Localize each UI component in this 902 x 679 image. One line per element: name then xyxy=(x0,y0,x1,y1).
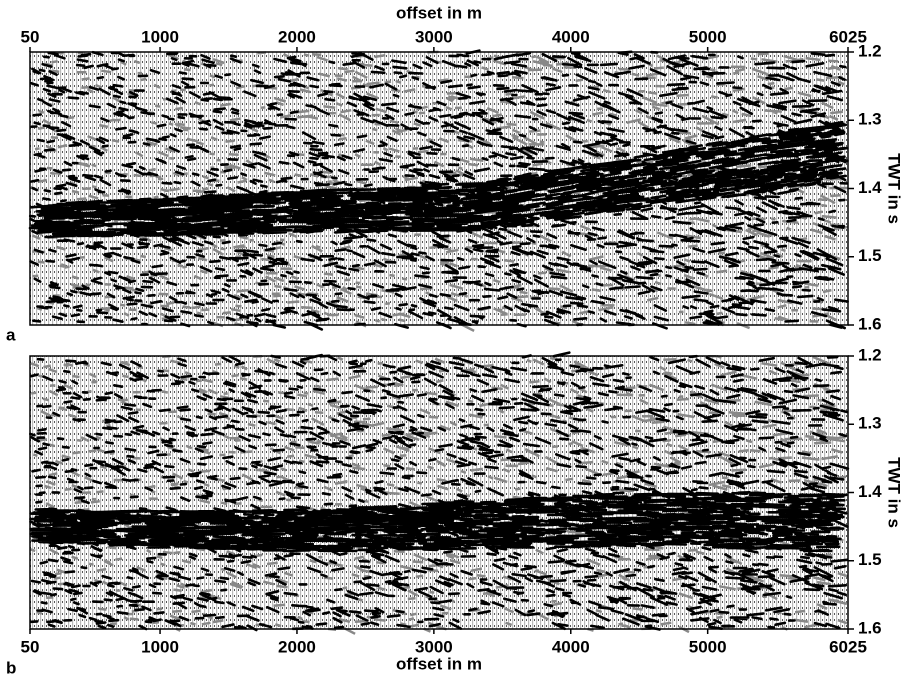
x-axis-title: offset in m xyxy=(396,3,482,22)
y-tick-label: 1.3 xyxy=(858,414,882,433)
panel-label: b xyxy=(6,658,16,677)
y-tick-label: 1.2 xyxy=(858,345,882,364)
x-tick-label: 1000 xyxy=(141,637,179,656)
seismic-texture xyxy=(29,351,850,632)
x-tick-label: 50 xyxy=(21,27,40,46)
y-tick-label: 1.4 xyxy=(858,482,882,501)
seismic-texture xyxy=(28,49,849,331)
y-tick-label: 1.6 xyxy=(858,314,882,333)
x-tick-label: 4000 xyxy=(552,27,590,46)
x-axis-title: offset in m xyxy=(396,654,482,673)
x-tick-label: 6025 xyxy=(829,637,867,656)
y-tick-label: 1.5 xyxy=(858,246,882,265)
x-tick-label: 1000 xyxy=(141,27,179,46)
x-tick-label: 2000 xyxy=(278,637,316,656)
x-tick-label: 50 xyxy=(21,637,40,656)
y-tick-label: 1.3 xyxy=(858,110,882,129)
y-axis-title: TWT in s xyxy=(885,153,902,224)
x-tick-label: 5000 xyxy=(689,27,727,46)
y-tick-label: 1.2 xyxy=(858,41,882,60)
x-tick-label: 6025 xyxy=(829,27,867,46)
panel-label: a xyxy=(6,325,16,344)
x-tick-label: 3000 xyxy=(415,27,453,46)
x-tick-label: 5000 xyxy=(689,637,727,656)
y-tick-label: 1.4 xyxy=(858,178,882,197)
x-tick-label: 4000 xyxy=(552,637,590,656)
y-tick-label: 1.6 xyxy=(858,618,882,637)
y-tick-label: 1.5 xyxy=(858,550,882,569)
x-tick-label: 2000 xyxy=(278,27,316,46)
y-axis-title: TWT in s xyxy=(885,457,902,528)
x-tick-label: 3000 xyxy=(415,637,453,656)
